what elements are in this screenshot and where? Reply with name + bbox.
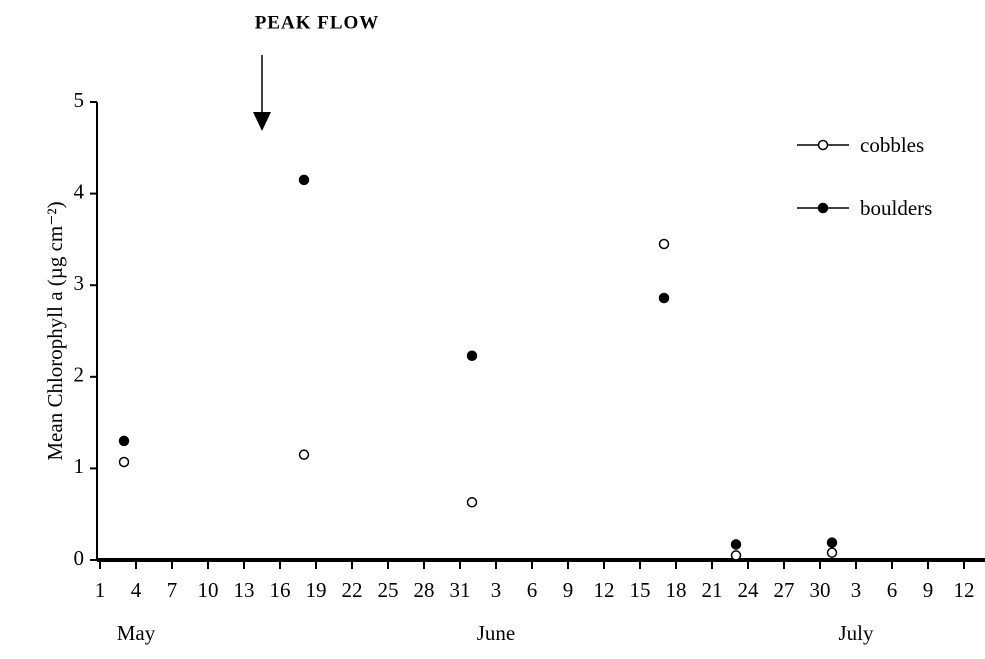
annotation-arrowhead — [253, 112, 271, 131]
y-tick-label: 5 — [74, 88, 85, 112]
x-tick-label: 25 — [378, 578, 399, 602]
x-tick-label: 1 — [95, 578, 106, 602]
x-tick-label: 31 — [450, 578, 471, 602]
x-tick-label: 15 — [630, 578, 651, 602]
y-tick-label: 3 — [74, 271, 85, 295]
x-tick-label: 7 — [167, 578, 178, 602]
x-tick-label: 6 — [887, 578, 898, 602]
x-tick-label: 24 — [738, 578, 760, 602]
x-tick-label: 10 — [198, 578, 219, 602]
y-tick-label: 1 — [74, 454, 85, 478]
point — [826, 537, 838, 548]
point — [118, 435, 130, 447]
point — [658, 292, 670, 304]
point — [466, 497, 478, 508]
point — [658, 238, 670, 250]
x-tick-label: 4 — [131, 578, 142, 602]
legend-marker — [817, 139, 829, 151]
point — [466, 350, 478, 361]
x-tick-label: 21 — [702, 578, 723, 602]
x-tick-label: 22 — [342, 578, 363, 602]
x-tick-label: 19 — [306, 578, 327, 602]
x-tick-label: 9 — [563, 578, 574, 602]
x-tick-label: 18 — [666, 578, 687, 602]
x-tick-label: 3 — [491, 578, 502, 602]
legend-label: boulders — [860, 196, 932, 220]
point — [730, 539, 742, 550]
x-tick-label: 12 — [954, 578, 975, 602]
month-label: July — [838, 621, 874, 645]
legend-marker — [817, 202, 829, 214]
x-tick-label: 16 — [270, 578, 291, 602]
x-tick-label: 30 — [810, 578, 831, 602]
y-axis-label: Mean Chlorophyll a (µg cm⁻²) — [43, 201, 67, 460]
point — [826, 547, 838, 558]
x-tick-label: 28 — [414, 578, 435, 602]
point — [298, 449, 310, 460]
x-tick-label: 12 — [594, 578, 615, 602]
point — [118, 456, 130, 468]
x-tick-label: 3 — [851, 578, 862, 602]
month-label: June — [477, 621, 516, 645]
x-tick-label: 9 — [923, 578, 934, 602]
x-tick-label: 27 — [774, 578, 795, 602]
legend-label: cobbles — [860, 133, 924, 157]
x-tick-label: 13 — [234, 578, 255, 602]
y-tick-label: 4 — [74, 179, 85, 203]
annotation: PEAK FLOW — [255, 12, 380, 33]
x-tick-label: 6 — [527, 578, 538, 602]
y-tick-label: 0 — [74, 546, 85, 570]
month-label: May — [117, 621, 156, 645]
point — [730, 550, 742, 561]
y-tick-label: 2 — [74, 363, 85, 387]
point — [298, 174, 310, 186]
